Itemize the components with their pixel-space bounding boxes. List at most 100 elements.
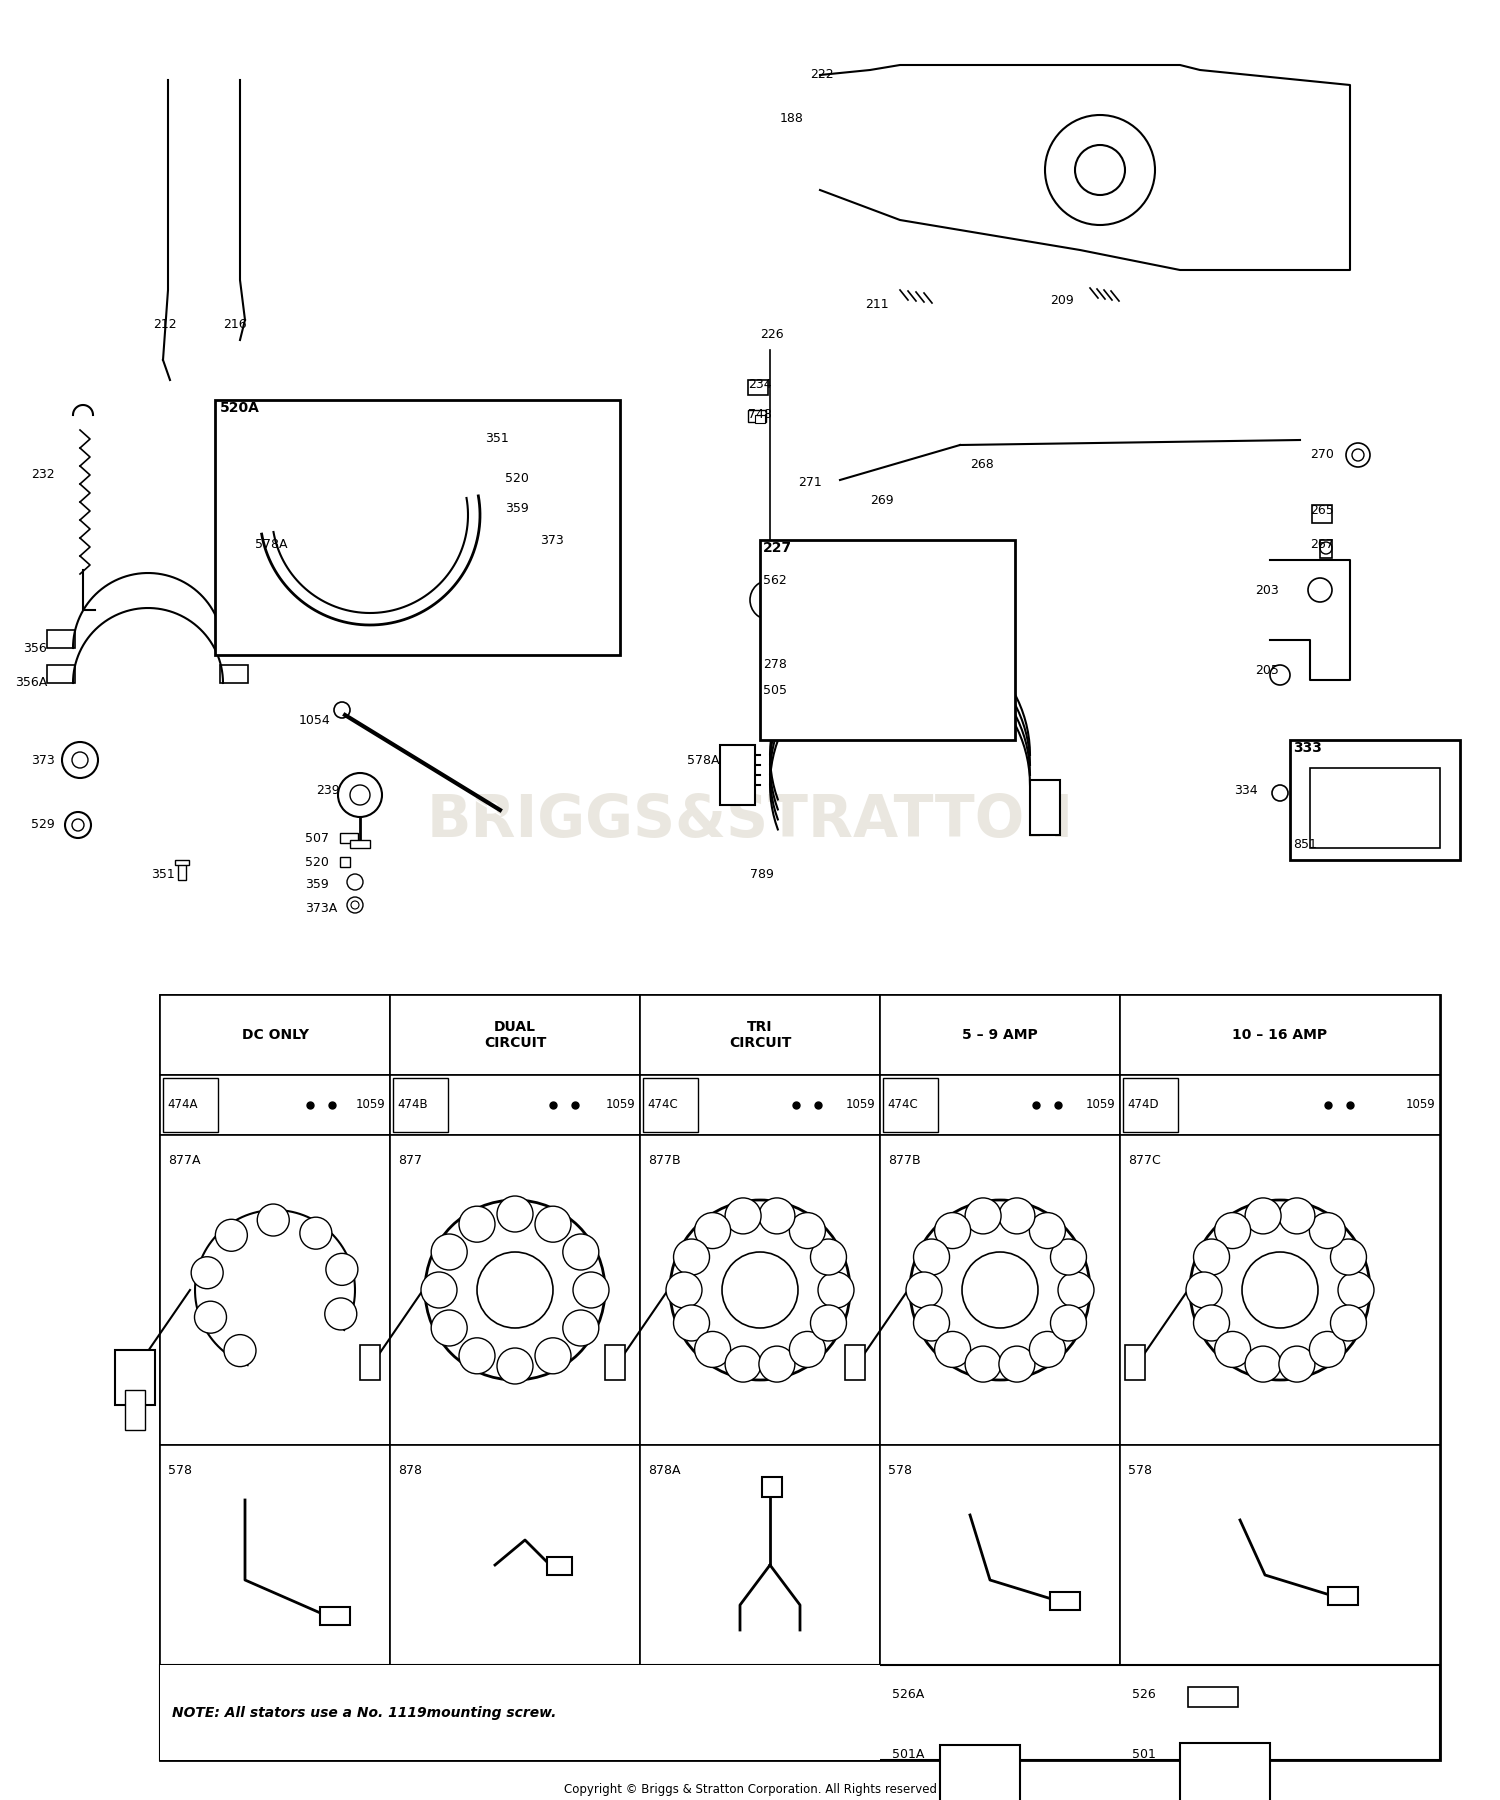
Circle shape (422, 1273, 458, 1309)
Bar (1180, 1742, 1270, 1800)
Text: 474B: 474B (398, 1098, 427, 1111)
Bar (640, 1136, 880, 1445)
Bar (800, 661, 814, 675)
Text: 1059: 1059 (604, 1098, 634, 1111)
Bar (520, 430, 555, 445)
Text: 578: 578 (1128, 1463, 1152, 1476)
Bar (1312, 506, 1332, 524)
Circle shape (326, 1253, 358, 1285)
Bar (340, 857, 350, 868)
Circle shape (818, 1273, 854, 1309)
Circle shape (810, 1238, 846, 1274)
Circle shape (724, 1199, 760, 1235)
Text: 578A: 578A (687, 754, 720, 767)
Text: 789: 789 (750, 869, 774, 882)
Text: 520: 520 (304, 855, 328, 869)
Text: 878: 878 (398, 1463, 422, 1476)
Text: TRI
CIRCUIT: TRI CIRCUIT (729, 1021, 790, 1049)
Circle shape (674, 1305, 710, 1341)
Text: 270: 270 (1310, 448, 1334, 461)
Circle shape (430, 1310, 466, 1346)
Circle shape (964, 1199, 1000, 1235)
Circle shape (1310, 1332, 1346, 1368)
Bar (1120, 1136, 1440, 1445)
Circle shape (1194, 1305, 1230, 1341)
Text: 373: 373 (32, 754, 56, 767)
Circle shape (1215, 1332, 1251, 1368)
Bar (1188, 1687, 1237, 1706)
Text: 578: 578 (168, 1463, 192, 1476)
Bar (1030, 779, 1060, 835)
Text: 501A: 501A (892, 1748, 924, 1762)
Circle shape (562, 1310, 598, 1346)
Circle shape (694, 1332, 730, 1368)
Circle shape (1194, 1238, 1230, 1274)
Circle shape (496, 1348, 532, 1384)
Bar (880, 1445, 1120, 1665)
Bar (760, 540, 1016, 740)
Bar (880, 1075, 1120, 1136)
Circle shape (1280, 1199, 1316, 1235)
Text: DC ONLY: DC ONLY (242, 1028, 309, 1042)
Bar (220, 526, 251, 545)
Text: 269: 269 (870, 493, 894, 506)
Circle shape (810, 1305, 846, 1341)
Bar (220, 664, 248, 682)
Bar (1120, 1075, 1440, 1136)
Circle shape (300, 1217, 332, 1249)
Text: Copyright © Briggs & Stratton Corporation. All Rights reserved: Copyright © Briggs & Stratton Corporatio… (564, 1784, 936, 1796)
Circle shape (195, 1301, 226, 1334)
Circle shape (258, 1204, 290, 1237)
Bar (390, 1075, 640, 1136)
Text: 501: 501 (1132, 1748, 1156, 1762)
Bar (1328, 1588, 1358, 1606)
Circle shape (1029, 1213, 1065, 1249)
Text: BRIGGS&STRATTON: BRIGGS&STRATTON (426, 792, 1074, 848)
Circle shape (190, 1256, 224, 1289)
Bar (450, 554, 476, 572)
Bar (1310, 769, 1440, 848)
Bar (748, 380, 768, 394)
Text: 5 – 9 AMP: 5 – 9 AMP (962, 1028, 1038, 1042)
Text: 474A: 474A (166, 1098, 198, 1111)
Text: 359: 359 (304, 878, 328, 891)
Text: 877C: 877C (1128, 1154, 1161, 1166)
Circle shape (999, 1346, 1035, 1382)
Bar (640, 1075, 880, 1136)
Bar (390, 1136, 640, 1445)
Bar (880, 1136, 1120, 1445)
Bar (390, 1445, 640, 1665)
Bar (350, 841, 370, 848)
Text: 268: 268 (970, 459, 993, 472)
Text: 748: 748 (748, 409, 772, 421)
Text: 1059: 1059 (356, 1098, 386, 1111)
Circle shape (759, 1199, 795, 1235)
Circle shape (934, 1213, 970, 1249)
Bar (1124, 1078, 1178, 1132)
Bar (1320, 540, 1332, 558)
Text: 529: 529 (32, 819, 56, 832)
Circle shape (694, 1213, 730, 1249)
Bar (320, 1607, 350, 1625)
Circle shape (1186, 1273, 1222, 1309)
Text: 373A: 373A (304, 902, 338, 914)
Text: 474C: 474C (886, 1098, 918, 1111)
Bar (160, 1665, 880, 1760)
Circle shape (914, 1305, 950, 1341)
Text: NOTE: All stators use a No. 1119mounting screw.: NOTE: All stators use a No. 1119mounting… (172, 1706, 556, 1719)
Bar (178, 862, 186, 880)
Text: 474C: 474C (646, 1098, 678, 1111)
Text: 526A: 526A (892, 1688, 924, 1701)
Bar (160, 995, 1440, 1760)
Circle shape (496, 1195, 532, 1231)
Text: 209: 209 (1050, 293, 1074, 306)
Circle shape (1338, 1273, 1374, 1309)
Circle shape (724, 1346, 760, 1382)
Text: 1059: 1059 (1084, 1098, 1114, 1111)
Text: 216: 216 (224, 319, 248, 331)
Bar (160, 1075, 390, 1136)
Circle shape (536, 1337, 572, 1373)
Bar (160, 1445, 390, 1665)
Circle shape (1245, 1199, 1281, 1235)
Bar (1125, 1345, 1144, 1381)
